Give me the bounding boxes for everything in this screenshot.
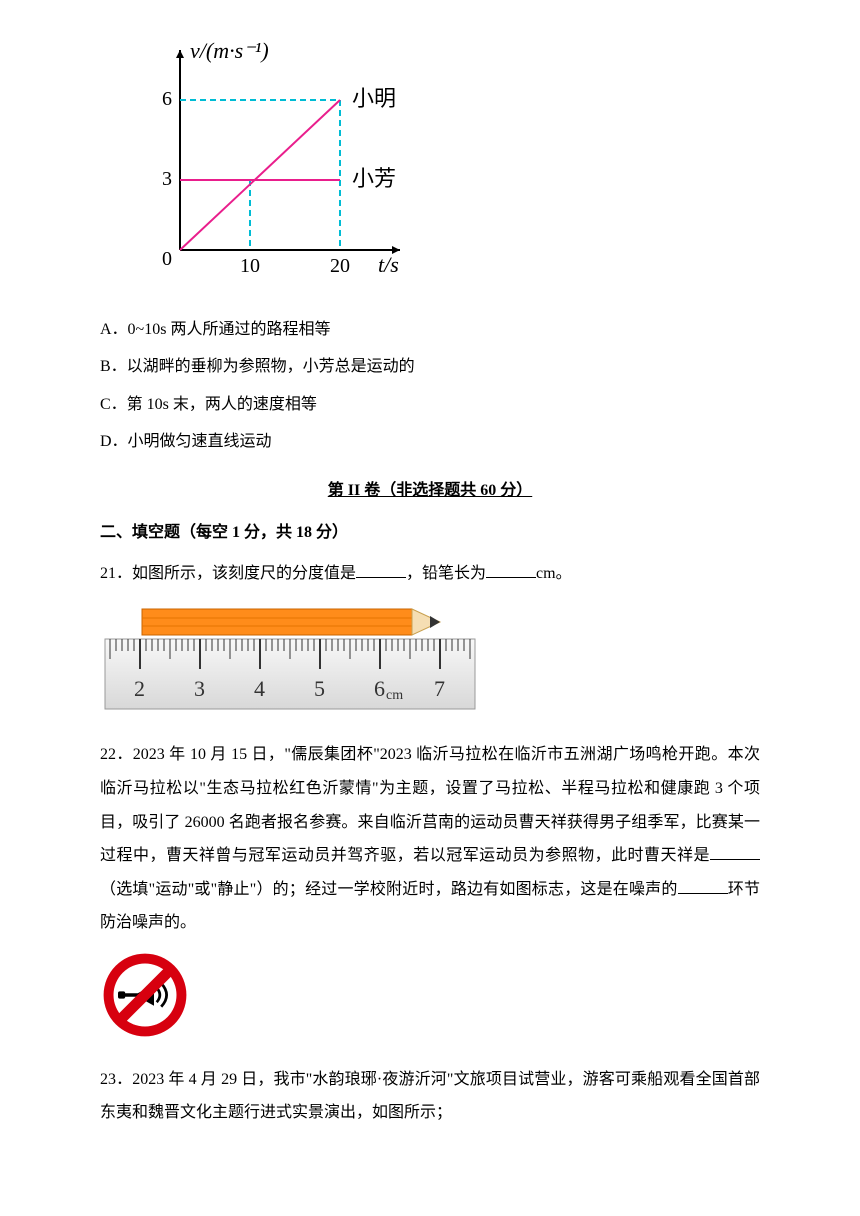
x-axis-label: t/s xyxy=(378,252,399,277)
y-axis-label: v/(m·s⁻¹) xyxy=(190,38,269,63)
no-horn-sign xyxy=(100,950,760,1053)
q22-blank-1 xyxy=(710,844,760,860)
q21-mid: ，铅笔长为 xyxy=(406,565,486,582)
xtick-10: 10 xyxy=(240,255,260,277)
series-label-ming: 小明 xyxy=(352,86,396,111)
q21-blank-2 xyxy=(486,562,536,578)
xtick-20: 20 xyxy=(330,255,350,277)
velocity-time-chart: v/(m·s⁻¹) t/s 6 3 0 10 20 小明 小芳 xyxy=(140,30,760,303)
question-21: 21．如图所示，该刻度尺的分度值是 ，铅笔长为 cm。 xyxy=(100,557,760,591)
option-c: C．第 10s 末，两人的速度相等 xyxy=(100,388,760,422)
option-b: B．以湖畔的垂柳为参照物，小芳总是运动的 xyxy=(100,350,760,384)
ruler-tick-3: 3 xyxy=(194,676,205,701)
question-23: 23．2023 年 4 月 29 日，我市"水韵琅琊·夜游沂河"文旅项目试营业，… xyxy=(100,1063,760,1130)
q21-blank-1 xyxy=(356,562,406,578)
ruler-tick-7: 7 xyxy=(434,676,445,701)
ruler-unit: cm xyxy=(386,688,403,703)
question-22: 22．2023 年 10 月 15 日，"儒辰集团杯"2023 临沂马拉松在临沂… xyxy=(100,738,760,940)
series-label-fang: 小芳 xyxy=(352,166,396,191)
q22-blank-2 xyxy=(678,878,728,894)
ruler-figure: 2 3 4 5 6 cm 7 xyxy=(100,601,760,729)
ruler-tick-2: 2 xyxy=(134,676,145,701)
q21-prefix: 21．如图所示，该刻度尺的分度值是 xyxy=(100,565,356,582)
section-2-title: 第 II 卷（非选择题共 60 分） xyxy=(100,474,760,508)
ytick-3: 3 xyxy=(162,168,172,190)
option-d: D．小明做匀速直线运动 xyxy=(100,425,760,459)
ruler-tick-4: 4 xyxy=(254,676,265,701)
origin-label: 0 xyxy=(162,248,172,270)
q23-text: 23．2023 年 4 月 29 日，我市"水韵琅琊·夜游沂河"文旅项目试营业，… xyxy=(100,1071,760,1122)
q22-mid: （选填"运动"或"静止"）的；经过一学校附近时，路边有如图标志，这是在噪声的 xyxy=(100,881,678,898)
q22-prefix: 22．2023 年 10 月 15 日，"儒辰集团杯"2023 临沂马拉松在临沂… xyxy=(100,746,760,864)
q21-suffix: cm。 xyxy=(536,565,572,582)
ruler-tick-5: 5 xyxy=(314,676,325,701)
option-a: A．0~10s 两人所通过的路程相等 xyxy=(100,313,760,347)
ruler-tick-6: 6 xyxy=(374,676,385,701)
ytick-6: 6 xyxy=(162,88,172,110)
section-2-subtitle: 二、填空题（每空 1 分，共 18 分） xyxy=(100,516,760,550)
